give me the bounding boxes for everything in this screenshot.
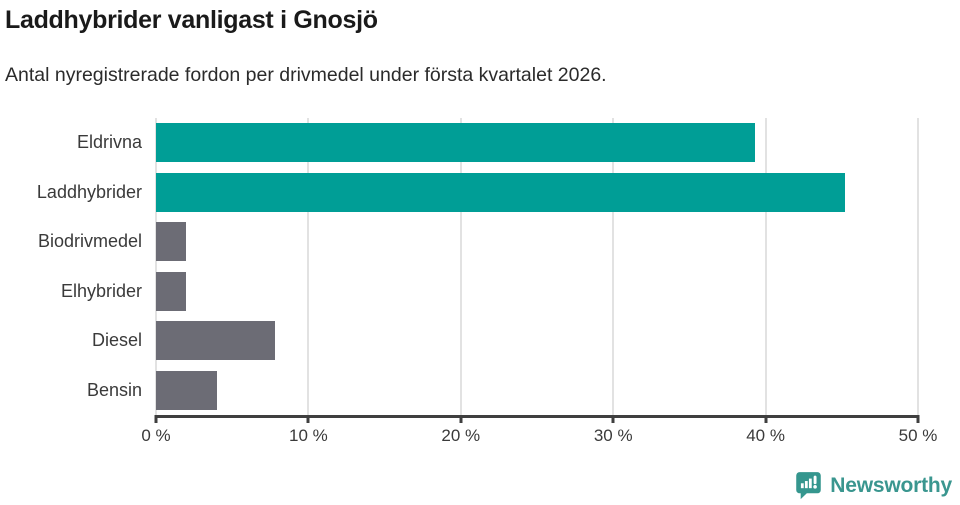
- category-label-biodrivmedel: Biodrivmedel: [37, 231, 142, 252]
- bar-row-bensin: [156, 366, 918, 416]
- bar-row-biodrivmedel: [156, 217, 918, 267]
- brand-wordmark: Newsworthy: [830, 473, 952, 497]
- brand-footer: Newsworthy: [795, 471, 952, 500]
- bar-row-diesel: [156, 316, 918, 366]
- bar-rows: [156, 118, 918, 415]
- axis-tick-label-20: 20 %: [441, 426, 481, 445]
- bar-biodrivmedel: [156, 222, 187, 262]
- category-label-laddhybrider: Laddhybrider: [36, 181, 142, 202]
- bar-row-laddhybrider: [156, 168, 918, 218]
- bar-bensin: [156, 370, 217, 410]
- bar-row-elhybrider: [156, 267, 918, 317]
- gridline-10: [307, 118, 310, 415]
- bar-eldrivna: [156, 123, 755, 163]
- category-label-diesel: Diesel: [91, 330, 142, 351]
- gridline-30: [612, 118, 615, 415]
- gridline-20: [459, 118, 462, 415]
- plot-area: 0 % 10 % 20 % 30 % 40 % 50 %: [141, 118, 937, 445]
- axis-tick-label-30: 30 %: [593, 426, 633, 445]
- axis-tick-label-50: 50 %: [898, 426, 938, 445]
- category-label-elhybrider: Elhybrider: [60, 280, 142, 301]
- axis-tick-30: [611, 415, 615, 423]
- axis-tick-50: [916, 415, 920, 423]
- axis-tick-20: [459, 415, 463, 423]
- gridline-0: [155, 118, 157, 415]
- newsworthy-speech-bubble-chart-icon: [796, 472, 822, 500]
- axis-tick-label-10: 10 %: [289, 426, 328, 445]
- gridline-40: [764, 118, 767, 415]
- bar-laddhybrider: [156, 172, 845, 212]
- bar-elhybrider: [156, 271, 187, 311]
- axis-tick-0: [154, 415, 158, 423]
- bar-diesel: [156, 321, 275, 361]
- gridline-50: [917, 118, 919, 415]
- bar-row-eldrivna: [156, 118, 918, 168]
- chart-subtitle: Antal nyregistrerade fordon per drivmede…: [5, 64, 607, 86]
- axis-tick-40: [764, 415, 768, 423]
- category-label-eldrivna: Eldrivna: [76, 132, 142, 153]
- page-title: Laddhybrider vanligast i Gnosjö: [5, 6, 378, 34]
- axis-tick-label-0: 0 %: [141, 426, 171, 445]
- axis-tick-label-40: 40 %: [746, 426, 785, 445]
- category-label-column: Eldrivna Laddhybrider Biodrivmedel Elhybrid…: [0, 118, 142, 415]
- category-label-bensin: Bensin: [86, 379, 142, 400]
- axis-tick-10: [306, 415, 310, 423]
